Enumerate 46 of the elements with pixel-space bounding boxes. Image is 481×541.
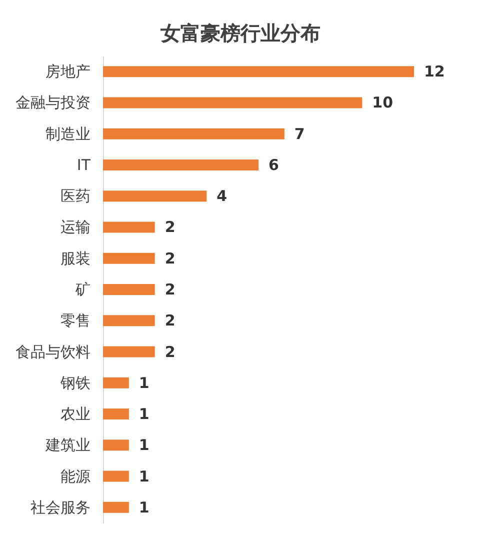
y-tick-label: 建筑业	[44, 436, 90, 454]
data-label: 12	[424, 62, 445, 81]
data-label: 1	[138, 436, 150, 454]
bar	[103, 128, 284, 140]
data-label: 1	[138, 374, 150, 392]
y-tick-label: 房地产	[46, 62, 90, 81]
y-tick-label: 制造业	[46, 124, 90, 143]
y-tick-label: 农业	[60, 405, 90, 424]
y-tick-label: 食品与饮料	[16, 342, 90, 361]
bar	[103, 470, 129, 482]
data-label: 7	[294, 124, 305, 143]
data-label: 1	[138, 498, 150, 516]
bar	[103, 346, 155, 358]
bar	[103, 284, 155, 295]
chart-title: 女富豪榜行业分布	[160, 21, 320, 45]
y-tick-label: 零售	[60, 312, 90, 330]
bar	[103, 190, 207, 202]
data-label: 4	[216, 187, 228, 206]
bar	[103, 315, 155, 326]
bar	[103, 377, 129, 388]
data-label: 2	[164, 342, 176, 361]
y-tick-label: 运输	[60, 218, 90, 236]
data-label: 6	[268, 156, 279, 174]
data-label: 10	[372, 94, 394, 112]
y-tick-label: 医药	[60, 187, 90, 206]
y-tick-label: 钢铁	[60, 374, 90, 392]
bar	[103, 222, 155, 233]
data-label: 1	[138, 405, 150, 424]
data-label: 2	[164, 312, 176, 330]
bar	[103, 159, 258, 170]
data-label: 2	[164, 249, 176, 268]
bar	[103, 408, 129, 420]
bar	[103, 502, 129, 513]
data-label: 2	[164, 218, 176, 236]
y-tick-label: 矿	[74, 280, 90, 298]
y-tick-label: 社会服务	[30, 498, 90, 516]
y-tick-label: 服装	[60, 249, 90, 268]
y-tick-label: 能源	[60, 467, 90, 486]
y-tick-label: IT	[76, 156, 92, 174]
y-tick-label: 金融与投资	[16, 94, 90, 112]
data-label: 2	[164, 280, 176, 298]
bar	[103, 252, 155, 264]
bar	[103, 66, 414, 78]
data-label: 1	[138, 467, 150, 486]
bar	[103, 97, 362, 108]
bar	[103, 440, 129, 451]
